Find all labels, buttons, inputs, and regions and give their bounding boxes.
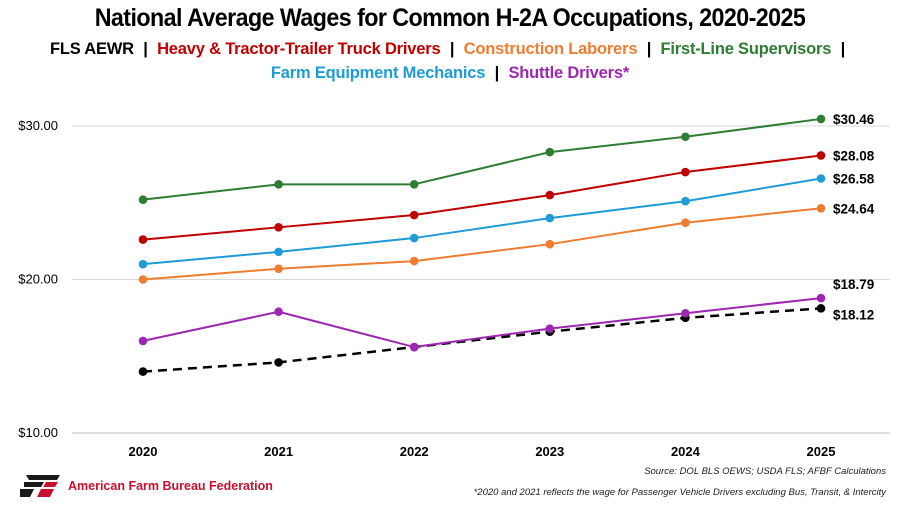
data-point-fls-aewr: [274, 358, 283, 367]
data-point-shuttle-drivers: [816, 293, 826, 303]
footnote: *2020 and 2021 reflects the wage for Pas…: [473, 487, 886, 498]
afbf-logo-icon: [20, 475, 60, 497]
data-point-shuttle-drivers: [545, 324, 555, 333]
y-tick-label: $10.00: [18, 425, 58, 440]
data-point-farm-equipment-mechanics: [409, 233, 419, 243]
series-line-heavy-tractor-trailer-truck-drivers: [142, 154, 822, 241]
data-label-shuttle-drivers: $18.79: [833, 277, 874, 292]
data-label-farm-equipment-mechanics: $26.58: [833, 171, 875, 186]
y-tick-label: $20.00: [18, 272, 58, 287]
data-point-construction-laborers: [409, 256, 419, 266]
data-point-first-line-supervisors: [409, 180, 419, 189]
series-line-shuttle-drivers: [142, 297, 822, 349]
data-point-construction-laborers: [681, 218, 690, 228]
data-point-farm-equipment-mechanics: [138, 259, 148, 269]
x-tick-label: 2024: [671, 444, 701, 459]
data-point-first-line-supervisors: [816, 114, 826, 124]
data-label-fls-aewr: $18.12: [833, 307, 874, 322]
data-point-farm-equipment-mechanics: [545, 213, 555, 223]
legend-separator: |: [840, 40, 846, 58]
data-point-first-line-supervisors: [138, 195, 148, 204]
brand-footer: American Farm Bureau Federation: [20, 474, 273, 498]
x-tick-label: 2022: [400, 444, 429, 459]
data-point-shuttle-drivers: [138, 336, 148, 346]
legend-separator: |: [143, 40, 148, 58]
data-point-farm-equipment-mechanics: [681, 196, 690, 206]
series-line-first-line-supervisors: [142, 117, 822, 201]
legend-separator: |: [494, 64, 500, 82]
data-point-construction-laborers: [138, 275, 148, 284]
data-point-first-line-supervisors: [545, 147, 555, 157]
data-label-heavy-tractor-trailer-truck-drivers: $28.08: [833, 148, 875, 163]
x-tick-label: 2021: [264, 444, 293, 459]
data-point-construction-laborers: [274, 264, 283, 274]
legend-item-truck-drivers: Heavy & Tractor-Trailer Truck Drivers: [157, 40, 441, 58]
legend-item-construction-laborers: Construction Laborers: [463, 40, 638, 58]
data-point-construction-laborers: [816, 203, 826, 213]
data-point-heavy-tractor-trailer-truck-drivers: [138, 235, 148, 244]
legend-row-2: Farm Equipment Mechanics | Shuttle Drive…: [0, 64, 900, 83]
data-label-construction-laborers: $24.64: [833, 201, 875, 216]
data-point-shuttle-drivers: [274, 307, 283, 317]
data-point-farm-equipment-mechanics: [816, 174, 826, 183]
data-point-fls-aewr: [138, 367, 148, 376]
data-point-heavy-tractor-trailer-truck-drivers: [545, 190, 555, 200]
series-line-farm-equipment-mechanics: [142, 177, 822, 266]
series-line-fls-aewr: [142, 307, 822, 373]
series-line-construction-laborers: [142, 207, 822, 281]
data-point-farm-equipment-mechanics: [274, 247, 283, 257]
data-point-heavy-tractor-trailer-truck-drivers: [409, 210, 419, 220]
brand-name: American Farm Bureau Federation: [68, 479, 273, 493]
legend-item-fls-aewr: FLS AEWR: [49, 40, 134, 58]
data-point-shuttle-drivers: [681, 308, 690, 318]
data-point-heavy-tractor-trailer-truck-drivers: [274, 223, 283, 232]
data-point-heavy-tractor-trailer-truck-drivers: [816, 151, 826, 160]
legend-item-farm-equipment-mechanics: Farm Equipment Mechanics: [270, 64, 486, 82]
x-tick-label: 2020: [129, 444, 158, 459]
data-point-construction-laborers: [545, 239, 555, 249]
data-point-shuttle-drivers: [409, 342, 419, 352]
x-tick-label: 2025: [807, 444, 836, 459]
source-note: Source: DOL BLS OEWS; USDA FLS; AFBF Cal…: [644, 466, 886, 477]
data-point-heavy-tractor-trailer-truck-drivers: [681, 167, 690, 177]
data-point-first-line-supervisors: [274, 180, 283, 189]
data-point-fls-aewr: [816, 304, 826, 313]
x-tick-label: 2023: [535, 444, 564, 459]
legend-separator: |: [449, 40, 455, 58]
legend-separator: |: [646, 40, 652, 58]
legend-item-shuttle-drivers: Shuttle Drivers*: [508, 64, 630, 82]
y-tick-label: $30.00: [18, 118, 58, 133]
data-point-first-line-supervisors: [681, 132, 690, 142]
data-label-first-line-supervisors: $30.46: [833, 112, 875, 127]
chart-title: National Average Wages for Common H-2A O…: [94, 4, 806, 32]
legend-item-first-line-supervisors: First-Line Supervisors: [660, 40, 832, 58]
legend-row-1: FLS AEWR | Heavy & Tractor-Trailer Truck…: [0, 40, 900, 59]
